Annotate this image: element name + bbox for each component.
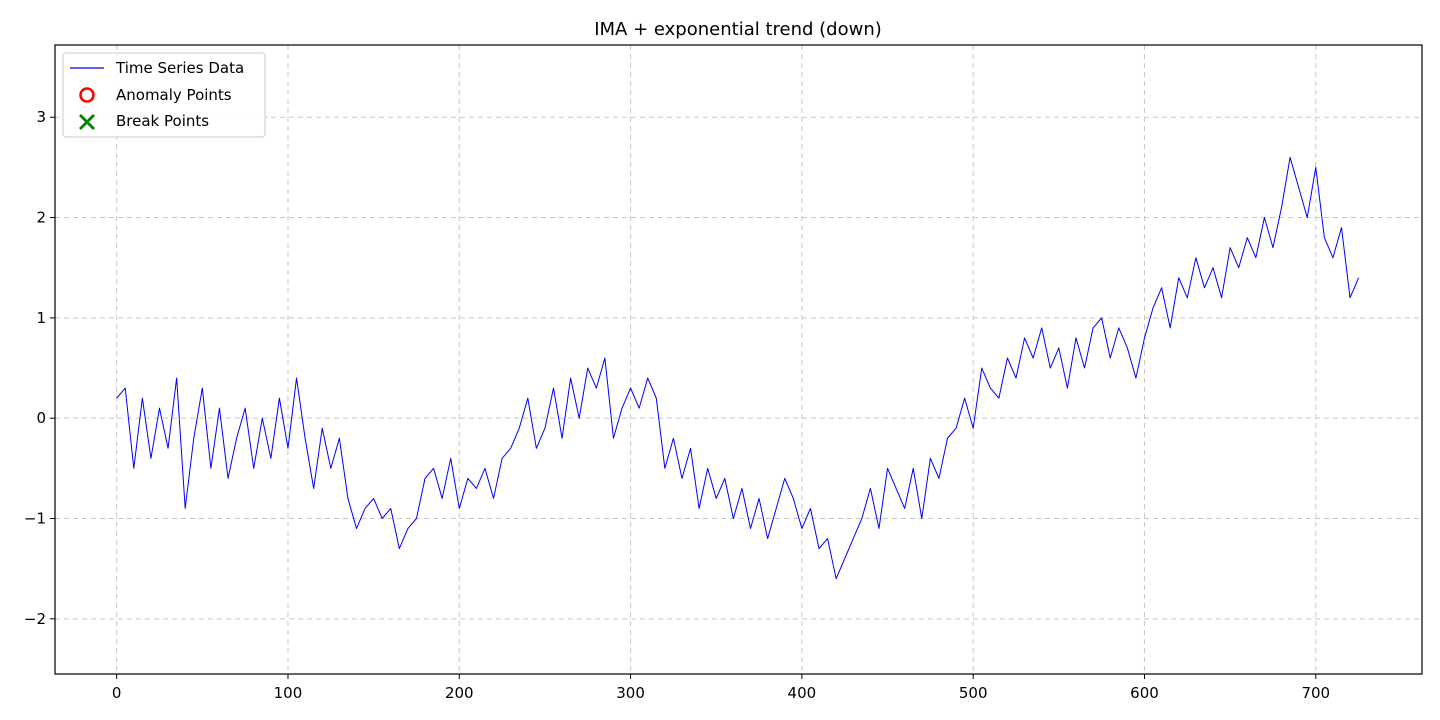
legend-frame [62, 52, 266, 138]
legend: Time Series Data Anomaly Points Break Po… [62, 52, 266, 138]
y-tick-label: −2 [24, 610, 46, 628]
x-tick-label: 300 [616, 684, 645, 702]
x-tick-label: 200 [445, 684, 474, 702]
y-tick-label: 1 [36, 309, 46, 327]
x-tick-label: 0 [112, 684, 122, 702]
legend-label-anomaly: Anomaly Points [116, 86, 232, 104]
grid [55, 45, 1422, 674]
y-tick-label: 2 [36, 209, 46, 227]
x-tick-label: 500 [959, 684, 988, 702]
legend-x-swatch [79, 114, 95, 130]
chart-title: IMA + exponential trend (down) [594, 19, 882, 40]
y-axis: −2 −1 0 1 2 3 [24, 108, 55, 628]
y-tick-label: −1 [24, 510, 46, 528]
x-axis: 0 100 200 300 400 500 600 700 [112, 674, 1330, 702]
series-line-time-series [116, 156, 1360, 580]
series-area [116, 156, 1360, 580]
legend-label-break: Break Points [116, 112, 209, 130]
legend-label-time-series: Time Series Data [115, 59, 244, 77]
y-tick-label: 0 [36, 409, 46, 427]
y-tick-label: 3 [36, 108, 46, 126]
axes-frame [54, 44, 1423, 675]
x-tick-label: 700 [1301, 684, 1330, 702]
x-tick-label: 600 [1130, 684, 1159, 702]
x-tick-label: 100 [274, 684, 303, 702]
legend-circle-swatch [79, 87, 95, 103]
x-tick-label: 400 [788, 684, 817, 702]
